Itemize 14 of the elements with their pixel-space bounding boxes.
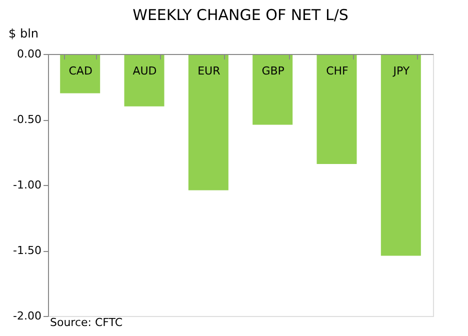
x-tick-label: CHF bbox=[326, 64, 348, 78]
y-tick-label: -1.50 bbox=[13, 244, 42, 257]
y-tick-label: -2.00 bbox=[13, 310, 42, 322]
x-tick-label: JPY bbox=[392, 64, 410, 78]
x-tick-label: AUD bbox=[132, 64, 157, 78]
y-axis-title: $ bln bbox=[8, 26, 39, 40]
y-tick-label: 0.00 bbox=[17, 48, 42, 60]
annotation: Source: CFTC bbox=[50, 316, 123, 329]
y-tick-label: -0.50 bbox=[13, 113, 42, 126]
x-tick-label: GBP bbox=[262, 64, 285, 78]
x-tick-label: CAD bbox=[68, 64, 92, 78]
chart-title: WEEKLY CHANGE OF NET L/S bbox=[132, 6, 348, 24]
y-tick-label: -1.00 bbox=[13, 178, 42, 192]
x-tick-label: EUR bbox=[198, 64, 221, 78]
